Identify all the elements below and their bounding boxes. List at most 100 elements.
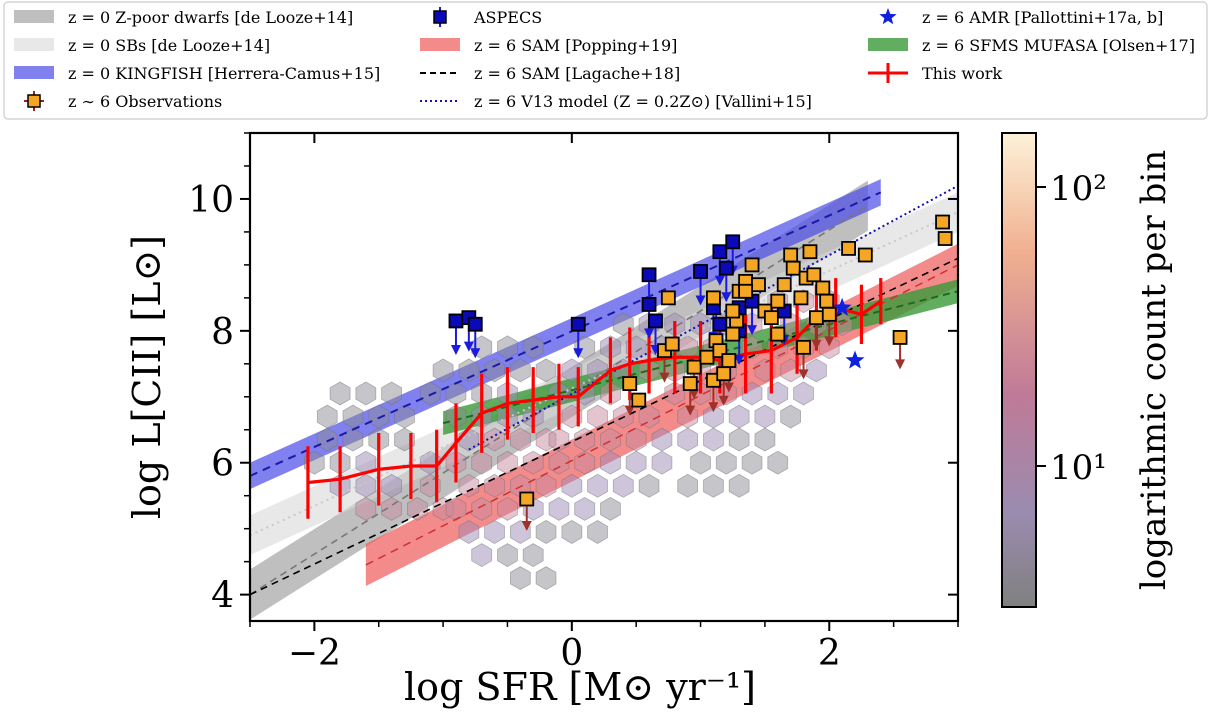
observation-marker	[716, 366, 732, 382]
legend-label-aspecs: ASPECS	[473, 8, 542, 27]
arrow-head	[695, 295, 706, 306]
arrow-head	[718, 395, 729, 406]
hexbin	[535, 473, 557, 498]
aspecs-marker	[725, 234, 741, 250]
hexbin	[806, 358, 827, 383]
hexbin	[535, 520, 557, 544]
hexbin	[484, 520, 505, 544]
observation-marker	[841, 241, 856, 256]
hexbin	[497, 496, 518, 521]
hexbin	[509, 358, 531, 383]
hexbin	[574, 496, 596, 521]
legend-swatch-sbs	[14, 38, 54, 51]
hexbin	[561, 473, 583, 498]
hexbin	[355, 381, 377, 406]
hexbin	[509, 427, 531, 452]
arrow-head	[734, 354, 745, 365]
legend-swatch-amr	[879, 8, 897, 25]
hexbin	[497, 450, 518, 475]
legend-swatch-dwarfs	[14, 10, 54, 23]
hexbin	[587, 473, 608, 498]
legend-label-amr: z = 6 AMR [Pallottini+17a, b]	[922, 8, 1163, 27]
legend-label-olsen: z = 6 SFMS MUFASA [Olsen+17]	[922, 36, 1195, 55]
hexbin	[728, 404, 750, 429]
hexbin	[316, 404, 338, 429]
aspecs-marker	[467, 316, 483, 332]
colorbar: 10² 10¹ logarithmic count per bin	[1001, 132, 1174, 608]
arrow-head	[450, 344, 461, 355]
arrow-head	[824, 336, 835, 347]
arrow-head	[624, 405, 635, 416]
aspecs-marker	[641, 297, 657, 312]
axes: −2 0 2 4 6 8 10	[188, 132, 959, 674]
legend-swatch-kingfish	[14, 66, 54, 79]
hexbin	[342, 404, 364, 429]
hexbin	[587, 520, 608, 544]
hexbin	[329, 381, 351, 406]
plot-frame	[248, 131, 960, 623]
hexbin	[471, 496, 493, 521]
hexbin	[535, 566, 557, 591]
y-tick-label: 6	[211, 444, 234, 485]
observation-marker	[744, 257, 760, 273]
y-tick-label: 10	[188, 180, 234, 221]
hexbin	[638, 473, 660, 498]
hexbin	[754, 427, 776, 452]
observation-marker	[725, 326, 741, 342]
plot-area	[250, 179, 958, 620]
observation-marker	[806, 267, 822, 283]
x-tick-label: 0	[560, 633, 583, 674]
arrow-head	[708, 402, 719, 413]
line-lagache	[250, 257, 958, 596]
hexbin	[587, 404, 608, 429]
y-axis-label: log L[CII] [L⊙]	[125, 235, 169, 519]
hexbin	[625, 450, 647, 475]
y-tick-label: 4	[211, 576, 234, 617]
aspecs-marker	[718, 260, 734, 276]
aspecs-marker	[648, 313, 663, 329]
observation-marker	[935, 214, 950, 230]
hexbin	[316, 427, 338, 452]
hexbin	[690, 450, 711, 475]
legend-label-kingfish: z = 0 KINGFISH [Herrera-Camus+15]	[68, 64, 380, 83]
hexbin	[715, 450, 737, 475]
legend-label-vallini: z = 6 V13 model (Z = 0.2Z⊙) [Vallini+15]	[474, 92, 812, 111]
arrow-head	[685, 405, 696, 416]
hexbin	[612, 473, 634, 498]
hexbin	[522, 335, 544, 360]
observation-marker	[738, 283, 753, 299]
hexbin	[728, 427, 750, 452]
observation-marker	[664, 336, 680, 352]
observation-marker	[857, 247, 873, 263]
amr-star	[832, 297, 852, 316]
hexbin	[651, 450, 673, 475]
hexbin	[471, 450, 493, 475]
legend-label-dwarfs: z = 0 Z-poor dwarfs [de Looze+14]	[68, 8, 353, 27]
hexbin	[600, 450, 621, 475]
observation-marker	[763, 310, 779, 326]
hexbin	[703, 473, 724, 498]
hexbin	[793, 381, 814, 406]
hexbin	[600, 496, 621, 521]
arrow-head	[811, 339, 822, 350]
observation-marker	[699, 349, 715, 365]
hexbin	[406, 496, 428, 521]
hexbin	[355, 496, 377, 521]
line-kingfish	[250, 191, 882, 477]
observation-marker	[686, 359, 702, 375]
aspecs-marker	[641, 267, 657, 283]
legend-label-observations: z ∼ 6 Observations	[68, 92, 222, 111]
observation-marker	[783, 247, 799, 263]
arrow-head	[798, 369, 809, 380]
aspecs-marker	[693, 264, 708, 279]
observation-marker	[631, 392, 647, 408]
hexbin	[432, 358, 454, 383]
hexbin	[381, 381, 403, 406]
observation-marker	[819, 293, 835, 309]
hexbin	[509, 566, 531, 591]
observation-marker	[892, 330, 908, 345]
observation-marker	[721, 353, 737, 368]
observation-marker	[751, 277, 766, 293]
observations-series	[519, 214, 953, 507]
